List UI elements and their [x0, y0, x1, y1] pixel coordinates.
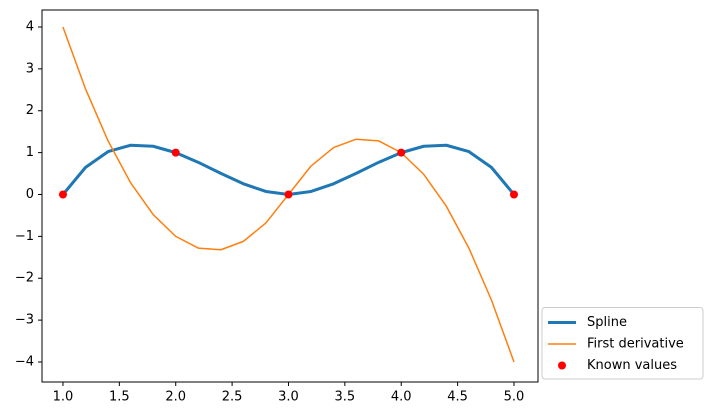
y-tick-label: 1: [26, 145, 34, 160]
x-tick-label: 1.5: [109, 390, 130, 405]
x-tick-label: 2.0: [165, 390, 186, 405]
y-tick-label: 4: [26, 20, 34, 35]
x-tick-label: 3.0: [278, 390, 299, 405]
legend-marker: [558, 361, 566, 370]
legend-label: First derivative: [587, 337, 684, 352]
known-point: [58, 190, 67, 199]
known-point: [397, 148, 406, 157]
legend-label: Known values: [587, 358, 677, 373]
line-series: [61, 143, 516, 196]
legend-box: [541, 307, 704, 380]
y-tick-label: 2: [26, 103, 34, 118]
y-tick-label: −1: [15, 229, 34, 244]
y-tick-label: −4: [15, 354, 34, 369]
y-tick-label: 3: [26, 61, 34, 76]
x-tick-label: 4.5: [447, 390, 468, 405]
x-tick-label: 4.0: [391, 390, 412, 405]
known-point: [284, 190, 293, 199]
legend-label: Spline: [587, 315, 627, 330]
known-point: [171, 148, 180, 157]
y-tick-label: −2: [15, 271, 34, 286]
y-tick-label: −3: [15, 313, 34, 328]
x-tick-label: 3.5: [335, 390, 356, 405]
y-tick-label: 0: [26, 187, 34, 202]
x-tick-label: 5.0: [504, 390, 525, 405]
x-tick-label: 2.5: [222, 390, 243, 405]
known-point: [509, 190, 518, 199]
x-tick-label: 1.0: [53, 390, 74, 405]
axes-frame: [41, 9, 539, 383]
